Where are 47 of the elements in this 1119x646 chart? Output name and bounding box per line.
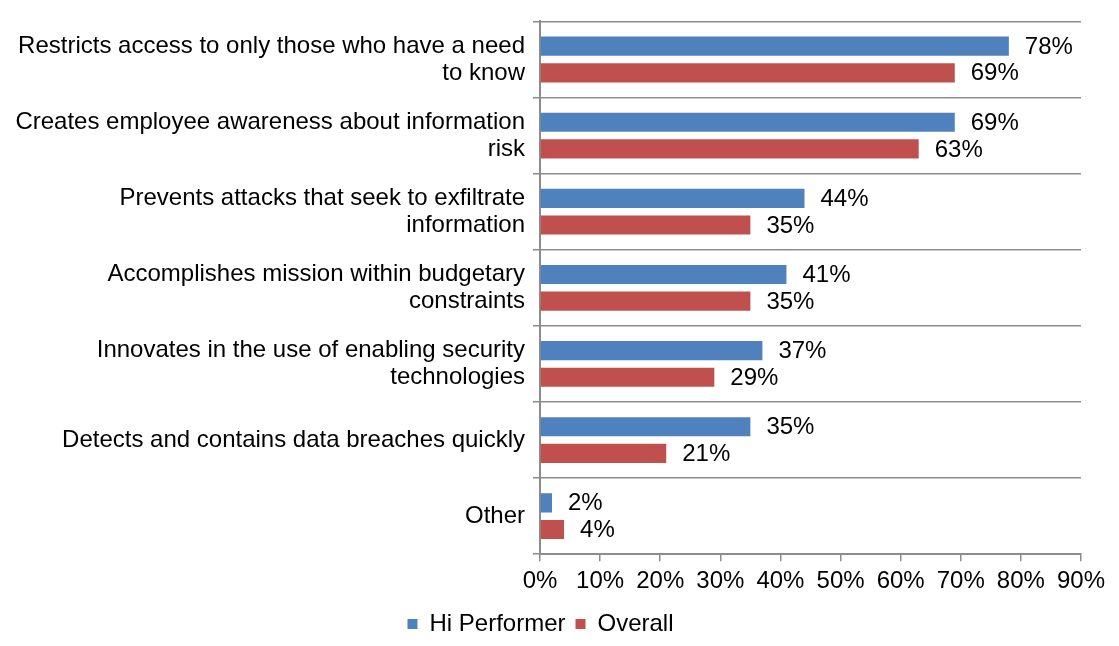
y-tick-label: Other (464, 500, 525, 528)
x-tick-label: 60% (876, 566, 925, 594)
bar (540, 215, 751, 235)
data-label: 41% (802, 260, 851, 288)
x-tick-label: 70% (936, 566, 985, 594)
x-tick-label: 90% (1056, 566, 1106, 594)
data-label: 35% (766, 286, 815, 314)
bar (540, 493, 553, 513)
data-label: 35% (766, 412, 815, 440)
data-label: 37% (778, 336, 827, 364)
y-tick-label: Accomplishes mission within budgetary constraints (107, 259, 525, 313)
bar (540, 443, 667, 463)
bar (540, 519, 565, 540)
bar (540, 264, 787, 285)
data-label: 29% (730, 362, 779, 390)
y-tick-label: Innovates in the use of enabling security technologies (96, 335, 525, 389)
data-label: 69% (970, 58, 1019, 86)
data-label: 21% (682, 438, 731, 466)
data-label: 2% (568, 488, 603, 516)
data-label: 4% (580, 515, 615, 543)
y-tick-label: Prevents attacks that seek to exfiltrate information (119, 182, 525, 237)
data-label: 63% (934, 134, 983, 162)
x-tick-label: 30% (696, 566, 745, 594)
x-tick-label: 20% (636, 566, 685, 594)
data-label: 44% (820, 184, 869, 212)
bar (540, 139, 919, 159)
legend-label: Hi Performer (429, 608, 566, 636)
bar (540, 367, 715, 387)
bar (540, 63, 955, 83)
bar (540, 341, 763, 361)
y-tick-label: Restricts access to only those who have a need to know (18, 30, 526, 85)
bar (540, 188, 805, 208)
x-tick-label: 10% (576, 566, 625, 594)
bar (540, 112, 955, 132)
data-label: 35% (766, 210, 815, 238)
data-label: 69% (970, 107, 1019, 135)
bar (540, 291, 751, 311)
legend-label: Overall (597, 608, 674, 636)
bar (540, 417, 751, 437)
x-tick-label: 50% (816, 566, 865, 594)
bar (540, 36, 1009, 56)
x-tick-label: 0% (522, 566, 558, 594)
y-tick-label: Detects and contains data breaches quickly (62, 424, 525, 452)
data-label: 78% (1024, 31, 1073, 59)
x-tick-label: 40% (756, 566, 805, 594)
x-tick-label: 80% (996, 566, 1045, 594)
y-tick-label: Creates employee awareness about information risk (15, 106, 526, 161)
